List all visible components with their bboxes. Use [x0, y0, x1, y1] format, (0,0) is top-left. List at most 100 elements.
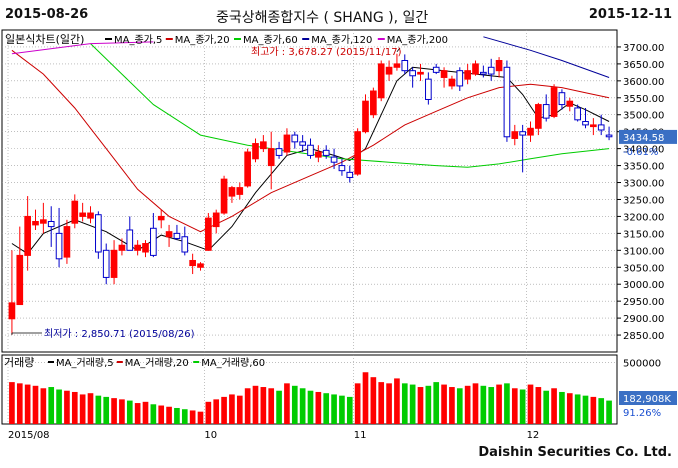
volume-bar: [119, 399, 125, 424]
candle-body: [197, 263, 204, 268]
volume-last-ratio: 91.26%: [623, 408, 661, 419]
volume-bar: [449, 387, 455, 424]
volume-bar: [590, 396, 597, 424]
volume-bar: [284, 383, 290, 424]
candle-body: [535, 104, 542, 129]
candle-body: [181, 236, 189, 253]
last-price-value: 3434.58: [623, 133, 664, 144]
y-tick-label: 3350.00: [623, 162, 664, 173]
candle-body: [102, 249, 110, 278]
volume-bar: [276, 390, 282, 424]
volume-bar: [166, 406, 172, 424]
candle-body: [511, 131, 519, 139]
candle-body: [8, 302, 16, 320]
ma-line: [483, 36, 610, 78]
candle-body: [519, 131, 526, 136]
volume-last-value: 182,908K: [623, 394, 671, 405]
y-tick-label: 3050.00: [623, 263, 664, 274]
y-tick-label: 3200.00: [623, 212, 664, 223]
volume-bar: [370, 377, 377, 424]
volume-bar: [126, 400, 133, 424]
candle-body: [605, 134, 613, 138]
candle-body: [16, 254, 24, 306]
candle-body: [370, 90, 377, 116]
candle-body: [330, 156, 338, 163]
candle-body: [63, 226, 71, 258]
volume-bar: [331, 394, 337, 424]
volume-bar: [582, 395, 589, 424]
candle-body: [71, 200, 79, 224]
volume-bar: [598, 398, 605, 424]
candle-body: [464, 70, 471, 80]
last-price-tag: [619, 129, 677, 144]
candle-body: [566, 100, 574, 107]
volume-bar: [205, 401, 212, 424]
volume-bar: [559, 391, 565, 424]
candle-body: [377, 63, 385, 99]
candle-body: [95, 214, 102, 253]
legend-label: MA_종가,20: [175, 34, 230, 46]
x-tick-label: 2015/08: [8, 430, 50, 441]
x-tick-label: 12: [527, 430, 540, 441]
candle-body: [142, 243, 149, 253]
y-tick-label: 3000.00: [623, 280, 664, 291]
y-tick-label: 2850.00: [623, 331, 664, 342]
candle-body: [189, 259, 196, 267]
candle-body: [110, 249, 118, 278]
volume-bar: [189, 410, 196, 424]
volume-bar: [417, 387, 424, 424]
candle-body: [150, 227, 157, 256]
volume-bar: [433, 382, 440, 424]
volume-bar: [111, 398, 117, 424]
volume-bar: [71, 391, 78, 424]
volume-bar: [346, 396, 353, 424]
volume-bar: [79, 394, 86, 424]
high-annotation: 최고가 : 3,678.27 (2015/11/17): [251, 46, 402, 58]
volume-bar: [87, 393, 94, 424]
candle-body: [260, 141, 267, 150]
candle-body: [40, 219, 47, 224]
price-panel-frame: [1, 29, 618, 353]
candle-body: [472, 63, 479, 75]
volume-bar: [9, 382, 15, 424]
legend-label: MA_종가,120: [311, 34, 372, 46]
volume-bar: [527, 384, 534, 424]
y-tick-label: 3700.00: [623, 43, 664, 54]
candle-body: [87, 212, 94, 219]
candle-body: [425, 78, 432, 100]
volume-bar: [543, 390, 550, 424]
y-tick-label: 3300.00: [623, 179, 664, 190]
chart-title: 중국상해종합지수 ( SHANG ), 일간: [216, 10, 429, 26]
candle-body: [79, 212, 86, 217]
candle-body: [126, 229, 134, 251]
candle-body: [590, 124, 597, 128]
candle-body: [346, 171, 354, 178]
candle-body: [307, 144, 314, 156]
y-tick-label: 3400.00: [623, 145, 664, 156]
candle-body: [480, 71, 487, 75]
candle-body: [299, 141, 306, 146]
legend-label: MA_종가,200: [387, 34, 448, 46]
volume-bar: [551, 388, 557, 424]
candle-body: [495, 60, 503, 72]
candle-body: [558, 92, 566, 106]
volume-bar: [64, 390, 70, 424]
y-tick-label: 3600.00: [623, 77, 664, 88]
candle-body: [550, 87, 558, 117]
start-date: 2015-08-26: [5, 7, 89, 22]
volume-last-tag: [619, 391, 677, 405]
low-annotation: 최저가 : 2,850.71 (2015/08/26): [44, 328, 195, 340]
volume-bar: [488, 387, 495, 424]
volume-panel-title: 거래량: [4, 356, 34, 369]
candle-body: [173, 232, 181, 239]
volume-bar: [566, 393, 573, 424]
y-tick-label: 3500.00: [623, 111, 664, 122]
footer-brand: Daishin Securities Co. Ltd.: [478, 445, 672, 460]
candle-body: [362, 100, 369, 133]
volume-bar: [32, 385, 39, 424]
volume-bar: [142, 401, 149, 424]
volume-bar: [260, 387, 267, 424]
last-change-value: -0.61%: [623, 147, 658, 158]
candle-body: [55, 232, 63, 260]
volume-bar: [378, 382, 385, 424]
